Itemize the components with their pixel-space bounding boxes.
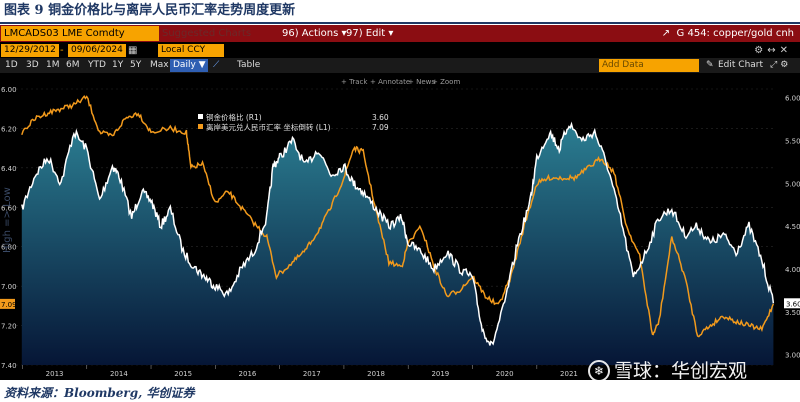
toolbar-icons[interactable]: ⚙↔✕ (754, 45, 792, 56)
right-axis-tick: 6.00 (785, 95, 800, 103)
line-chart-icon[interactable]: ⟋ (213, 60, 220, 70)
right-axis-tick: 3.00 (785, 352, 800, 360)
left-axis-tick: 7.00 (1, 283, 17, 291)
x-axis-tick: 2014 (110, 370, 128, 378)
title-rule (0, 22, 800, 24)
chart-options-icons[interactable]: ⤢⚙ (770, 60, 792, 70)
edit-chart-button[interactable]: Edit Chart (718, 60, 764, 70)
suggested-charts-menu[interactable]: Suggested Charts (162, 28, 252, 39)
legend-swatch (198, 114, 203, 119)
right-axis-tick: 4.00 (785, 266, 800, 274)
tool-zoom[interactable]: + Zoom (432, 78, 460, 86)
pencil-icon[interactable]: ✎ (706, 60, 714, 70)
left-axis-tick: 6.20 (1, 125, 17, 133)
period-5y[interactable]: 5Y (130, 60, 142, 70)
period-ytd[interactable]: YTD (88, 60, 106, 70)
legend-swatch (198, 124, 203, 129)
period-1y[interactable]: 1Y (112, 60, 124, 70)
x-axis-tick: 2015 (174, 370, 192, 378)
footer: 资料来源：Bloomberg, 华创证券 (0, 380, 800, 402)
frequency-select[interactable]: Daily ▼ (170, 59, 208, 72)
right-last-value: 3.60 (786, 300, 800, 308)
period-1m[interactable]: 1M (46, 60, 60, 70)
right-axis-tick: 4.50 (785, 223, 800, 231)
left-last-value: 7.09 (1, 301, 17, 309)
left-axis-tick: 6.80 (1, 244, 17, 252)
x-axis-tick: 2016 (239, 370, 257, 378)
edit-menu[interactable]: 97) Edit ▾ (346, 28, 394, 39)
graph-title-text: G 454: copper/gold cnh (676, 28, 794, 39)
period-6m[interactable]: 6M (66, 60, 80, 70)
currency-select[interactable]: Local CCY (158, 44, 224, 57)
left-axis-tick: 6.60 (1, 204, 17, 212)
graph-title: ↗ G 454: copper/gold cnh (662, 26, 794, 41)
terminal-window: LMCADS03 LME Comdty Suggested Charts 96)… (0, 25, 800, 380)
x-axis-tick: 2021 (560, 370, 578, 378)
legend-label: 铜金价格比 (R1) (206, 112, 262, 122)
copper-gold-ratio-line (21, 121, 775, 346)
popout-icon[interactable]: ↗ (661, 28, 671, 39)
table-button[interactable]: Table (237, 60, 261, 70)
watermark-text: 雪球：华创宏观 (614, 360, 748, 382)
tool-track[interactable]: + Track (341, 78, 368, 86)
right-last-value-badge (784, 298, 800, 309)
left-axis-tick: 6.40 (1, 165, 17, 173)
tool-annotate[interactable]: + Annotate (370, 78, 410, 86)
cny-inverted-line (21, 95, 775, 338)
figure-title: 图表 9 铜金价格比与离岸人民币汇率走势周度更新 (4, 3, 296, 18)
x-axis-tick: 2018 (367, 370, 385, 378)
legend-value: 7.09 (372, 123, 389, 132)
ticker-field[interactable]: LMCADS03 LME Comdty (1, 26, 159, 41)
calendar-icon[interactable]: ▦ (128, 45, 138, 56)
date-separator: - (60, 45, 64, 56)
right-axis-tick: 5.00 (785, 180, 800, 188)
source-note: 资料来源：Bloomberg, 华创证券 (4, 386, 195, 400)
x-axis-tick: 2019 (431, 370, 449, 378)
legend-value: 3.60 (372, 113, 389, 122)
chart-plot: + Track + Annotate+ News+ Zoom 6.00 6.20 6.… (0, 73, 800, 380)
add-data-field[interactable]: Add Data (599, 59, 699, 72)
period-max[interactable]: Max (150, 60, 169, 70)
tool-news[interactable]: + News (408, 78, 435, 86)
x-axis-tick: 2017 (303, 370, 321, 378)
right-axis-tick: 3.50 (785, 309, 800, 317)
period-toolbar: 1D 3D 1M 6M YTD 1Y 5Y Max Daily ▼ ⟋ Tabl… (0, 58, 800, 73)
left-axis-tick: 6.00 (1, 86, 17, 94)
end-date-field[interactable]: 09/06/2024 (68, 44, 126, 57)
date-range-bar: 12/29/2012 - 09/06/2024 ▦ Local CCY ⚙↔✕ (0, 43, 800, 58)
x-axis-tick: 2020 (496, 370, 514, 378)
legend-label: 离岸美元兑人民币汇率 坐标倒转 (L1) (206, 122, 331, 132)
xueqiu-logo-icon: ❄ (588, 360, 610, 382)
actions-menu[interactable]: 96) Actions ▾ (282, 28, 347, 39)
left-axis-tick: 7.40 (1, 362, 17, 370)
start-date-field[interactable]: 12/29/2012 (1, 44, 59, 57)
left-axis-tick: 7.20 (1, 323, 17, 331)
axis-faded-label: High => Low (2, 187, 13, 253)
x-axis-tick: 2013 (46, 370, 64, 378)
period-1d[interactable]: 1D (5, 60, 18, 70)
top-menu-bar: LMCADS03 LME Comdty Suggested Charts 96)… (0, 25, 800, 42)
right-axis-tick: 5.50 (785, 137, 800, 145)
ratio-area-fill (21, 124, 774, 365)
period-3d[interactable]: 3D (26, 60, 39, 70)
left-last-value-badge (0, 298, 15, 309)
